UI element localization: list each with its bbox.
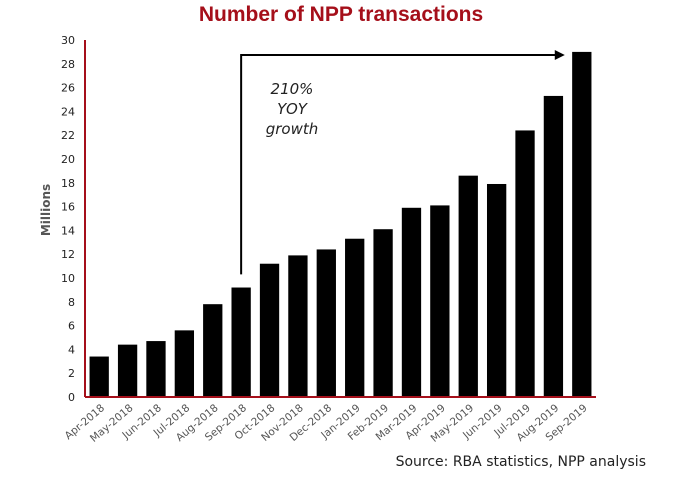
y-tick-label: 4 xyxy=(68,343,75,356)
y-tick-label: 28 xyxy=(61,58,75,71)
y-tick-label: 26 xyxy=(61,82,75,95)
y-tick-label: 14 xyxy=(61,224,75,237)
bar-aug-2018 xyxy=(203,304,223,397)
y-tick-label: 20 xyxy=(61,153,75,166)
y-tick-label: 24 xyxy=(61,105,75,118)
y-axis-label: Millions xyxy=(39,184,53,236)
arrow-head xyxy=(554,50,565,60)
bar-may-2018 xyxy=(117,344,138,397)
y-tick-label: 18 xyxy=(61,177,75,190)
bar-apr-2018 xyxy=(89,356,109,397)
annotation-line-3: growth xyxy=(266,120,319,138)
y-tick-label: 16 xyxy=(61,201,75,214)
bar-mar-2019 xyxy=(401,207,422,397)
y-tick-label: 2 xyxy=(68,367,75,380)
bar-may-2019 xyxy=(458,175,478,397)
bar-jan-2019 xyxy=(345,238,365,397)
y-tick-label: 8 xyxy=(68,296,75,309)
bar-aug-2019 xyxy=(543,95,564,398)
bar-jun-2019 xyxy=(486,183,507,397)
y-tick-label: 10 xyxy=(61,272,75,285)
y-tick-label: 0 xyxy=(68,391,75,404)
growth-arrow xyxy=(240,54,557,275)
y-tick-label: 22 xyxy=(61,129,75,142)
bar-apr-2019 xyxy=(430,205,450,397)
growth-annotation: 210% YOY growth xyxy=(240,50,565,275)
bar-sep-2018 xyxy=(231,287,251,397)
x-axis-ticks: Apr-2018May-2018Jun-2018Jul-2018Aug-2018… xyxy=(63,402,590,445)
bar-oct-2018 xyxy=(259,263,280,397)
y-tick-label: 6 xyxy=(68,320,75,333)
bar-jun-2018 xyxy=(146,341,166,397)
bar-sep-2019 xyxy=(572,51,592,398)
annotation-line-2: YOY xyxy=(277,100,309,118)
source-note: Source: RBA statistics, NPP analysis xyxy=(395,454,646,470)
bars-group xyxy=(89,51,592,398)
bar-nov-2018 xyxy=(288,255,308,397)
bar-jul-2018 xyxy=(174,330,195,397)
annotation-line-1: 210% xyxy=(271,80,314,98)
bar-jul-2019 xyxy=(515,130,535,397)
bar-feb-2019 xyxy=(373,229,393,397)
bar-dec-2018 xyxy=(316,249,336,397)
y-tick-label: 30 xyxy=(61,34,75,47)
chart-title: Number of NPP transactions xyxy=(198,3,484,26)
y-tick-label: 12 xyxy=(61,248,75,261)
